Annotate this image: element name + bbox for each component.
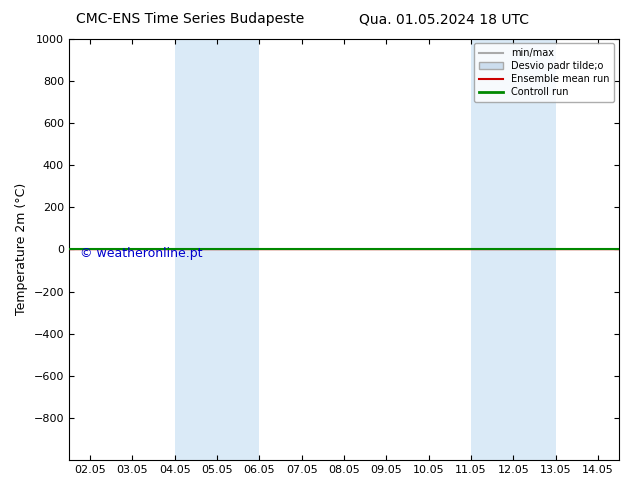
Text: © weatheronline.pt: © weatheronline.pt (80, 247, 202, 260)
Y-axis label: Temperature 2m (°C): Temperature 2m (°C) (15, 183, 28, 316)
Bar (471, 39, 555, 460)
Text: Qua. 01.05.2024 18 UTC: Qua. 01.05.2024 18 UTC (359, 12, 529, 26)
Text: CMC-ENS Time Series Budapeste: CMC-ENS Time Series Budapeste (76, 12, 304, 26)
Legend: min/max, Desvio padr tilde;o, Ensemble mean run, Controll run: min/max, Desvio padr tilde;o, Ensemble m… (474, 44, 614, 102)
Bar (175, 39, 259, 460)
